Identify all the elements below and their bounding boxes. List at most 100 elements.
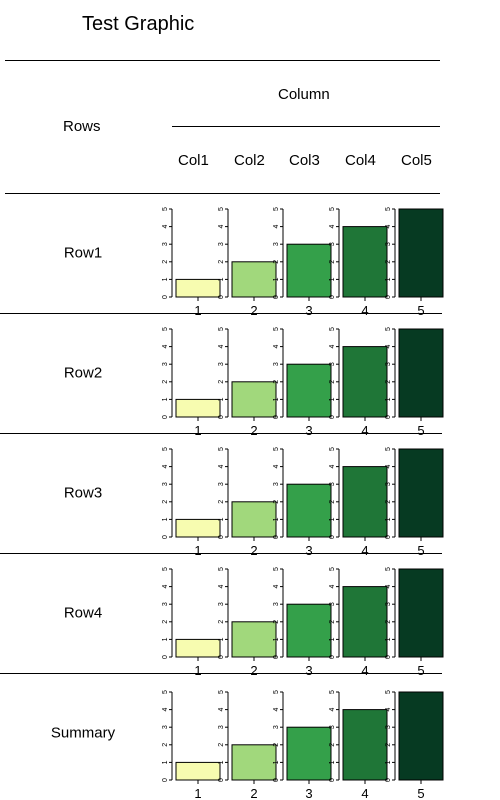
y-tick-label: 5 (218, 447, 225, 451)
y-tick-label: 5 (385, 567, 392, 571)
x-tick-label: 5 (417, 663, 424, 678)
bar (175, 518, 221, 538)
bar (231, 744, 277, 781)
y-tick-label: 5 (385, 327, 392, 331)
y-tick-label: 4 (329, 465, 336, 469)
y-tick-label: 2 (385, 620, 392, 624)
y-tick-label: 5 (162, 327, 169, 331)
y-tick-label: 0 (329, 535, 336, 539)
bar (398, 448, 444, 538)
y-tick-label: 3 (218, 482, 225, 486)
y-tick-label: 4 (218, 345, 225, 349)
column-header-2: Col2 (234, 152, 265, 169)
plot-cell-r1-c3: 0 1 2 3 4 5 3 (273, 207, 332, 318)
y-tick-label: 1 (218, 517, 225, 521)
plot-cell-r5-c3: 0 1 2 3 4 5 3 (273, 690, 332, 800)
y-tick-label: 5 (329, 447, 336, 451)
x-tick-label: 2 (250, 786, 257, 800)
y-tick-label: 3 (218, 242, 225, 246)
bar (286, 363, 332, 418)
bar (342, 226, 388, 298)
x-tick-label: 5 (417, 423, 424, 438)
plot-cell-r1-c2: 0 1 2 3 4 5 2 (218, 207, 277, 318)
x-tick-label: 3 (305, 303, 312, 318)
column-header-4: Col4 (345, 152, 376, 169)
y-tick-label: 1 (218, 397, 225, 401)
y-tick-label: 0 (329, 415, 336, 419)
x-tick-label: 4 (361, 543, 368, 558)
bar (286, 483, 332, 538)
y-tick-label: 3 (273, 362, 280, 366)
y-tick-label: 3 (329, 482, 336, 486)
y-tick-label: 5 (329, 207, 336, 211)
y-tick-label: 2 (162, 260, 169, 264)
x-tick-label: 5 (417, 786, 424, 800)
y-tick-label: 5 (162, 567, 169, 571)
y-tick-label: 1 (162, 517, 169, 521)
plot-cell-r4-c1: 0 1 2 3 4 5 1 (162, 567, 221, 678)
y-tick-label: 3 (385, 362, 392, 366)
y-tick-label: 0 (218, 295, 225, 299)
x-tick-label: 3 (305, 423, 312, 438)
x-tick-label: 2 (250, 423, 257, 438)
x-tick-label: 3 (305, 543, 312, 558)
y-tick-label: 4 (218, 465, 225, 469)
column-header-1: Col1 (178, 152, 209, 169)
x-tick-label: 1 (194, 303, 201, 318)
bar (342, 466, 388, 538)
y-tick-label: 0 (329, 295, 336, 299)
y-tick-label: 0 (385, 295, 392, 299)
x-tick-label: 5 (417, 543, 424, 558)
y-tick-label: 5 (329, 567, 336, 571)
y-tick-label: 0 (218, 655, 225, 659)
plot-cell-r5-c1: 0 1 2 3 4 5 1 (162, 690, 221, 800)
row-label-5: Summary (50, 724, 116, 742)
y-tick-label: 2 (273, 380, 280, 384)
row-separator-1 (0, 313, 442, 314)
y-tick-label: 4 (162, 465, 169, 469)
row-label-2: Row2 (63, 364, 103, 382)
y-tick-label: 4 (329, 225, 336, 229)
y-tick-label: 5 (385, 207, 392, 211)
y-tick-label: 2 (162, 500, 169, 504)
bar (175, 761, 221, 781)
y-tick-label: 5 (218, 690, 225, 694)
y-tick-label: 2 (162, 620, 169, 624)
bar (231, 381, 277, 418)
y-tick-label: 3 (329, 602, 336, 606)
y-tick-label: 5 (162, 690, 169, 694)
plot-cell-r3-c3: 0 1 2 3 4 5 3 (273, 447, 332, 558)
y-tick-label: 3 (218, 362, 225, 366)
y-tick-label: 3 (218, 725, 225, 729)
bar (342, 346, 388, 418)
y-tick-label: 5 (218, 567, 225, 571)
plot-cell-r1-c5: 0 1 2 3 4 5 5 (385, 207, 444, 318)
y-tick-label: 4 (273, 585, 280, 589)
x-tick-label: 5 (417, 303, 424, 318)
page-title: Test Graphic (82, 13, 195, 35)
y-tick-label: 1 (329, 760, 336, 764)
y-tick-label: 0 (273, 295, 280, 299)
y-tick-label: 3 (385, 242, 392, 246)
y-tick-label: 0 (329, 655, 336, 659)
y-tick-label: 0 (162, 415, 169, 419)
bar (175, 398, 221, 418)
plot-cell-r4-c5: 0 1 2 3 4 5 5 (385, 567, 444, 678)
y-tick-label: 5 (385, 447, 392, 451)
y-tick-label: 4 (218, 708, 225, 712)
y-tick-label: 4 (385, 585, 392, 589)
y-tick-label: 0 (385, 778, 392, 782)
y-tick-label: 5 (218, 327, 225, 331)
x-tick-label: 1 (194, 423, 201, 438)
y-tick-label: 3 (162, 602, 169, 606)
y-tick-label: 2 (162, 380, 169, 384)
y-tick-label: 4 (162, 225, 169, 229)
plot-cell-r3-c4: 0 1 2 3 4 5 4 (329, 447, 388, 558)
y-tick-label: 4 (329, 345, 336, 349)
y-tick-label: 0 (273, 535, 280, 539)
y-tick-label: 2 (385, 380, 392, 384)
y-tick-label: 5 (273, 567, 280, 571)
y-tick-label: 0 (218, 415, 225, 419)
plot-cell-r2-c3: 0 1 2 3 4 5 3 (273, 327, 332, 438)
